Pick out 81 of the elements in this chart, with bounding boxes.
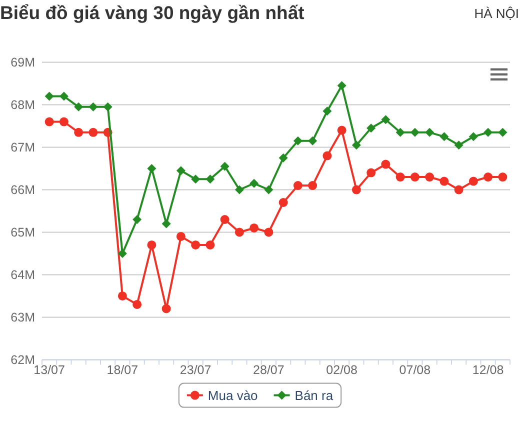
point — [132, 214, 142, 224]
point — [44, 92, 54, 101]
point — [366, 124, 376, 133]
point — [59, 117, 68, 126]
point — [366, 168, 376, 178]
point — [410, 172, 420, 182]
x-tick-label: 02/08 — [326, 363, 358, 377]
point — [352, 185, 361, 194]
point — [468, 132, 478, 142]
x-tick-label: 23/07 — [180, 363, 212, 377]
chart-subtitle: HÀ NỘI — [474, 6, 519, 21]
point — [322, 151, 332, 160]
legend-label: Mua vào — [208, 388, 258, 403]
y-tick-label: 65M — [10, 226, 35, 240]
point — [337, 126, 346, 135]
point — [293, 181, 302, 190]
point — [147, 164, 156, 174]
point — [176, 232, 186, 241]
y-tick-label: 66M — [10, 183, 35, 198]
x-tick-label: 07/08 — [399, 363, 431, 377]
point — [425, 128, 434, 137]
point — [264, 185, 274, 194]
point — [454, 140, 464, 150]
point — [206, 240, 215, 250]
point — [337, 81, 346, 90]
y-tick-label: 68M — [10, 98, 35, 112]
x-tick-label: 13/07 — [34, 363, 65, 377]
point — [234, 228, 244, 237]
point — [381, 160, 390, 169]
point — [484, 128, 493, 137]
point — [440, 132, 449, 142]
point — [396, 128, 405, 137]
point — [88, 128, 98, 137]
point — [206, 174, 215, 184]
point — [293, 136, 302, 146]
point — [440, 176, 449, 186]
point — [308, 181, 318, 190]
point — [59, 92, 68, 101]
point — [278, 153, 288, 162]
point — [132, 300, 142, 309]
point — [425, 172, 434, 182]
point — [191, 240, 200, 250]
point — [103, 102, 112, 112]
point — [74, 102, 84, 112]
x-tick-label: 12/08 — [472, 363, 504, 377]
y-tick-label: 67M — [10, 140, 35, 155]
point — [381, 115, 390, 124]
point — [250, 223, 259, 232]
x-tick-label: 18/07 — [106, 363, 138, 377]
y-tick-label: 63M — [10, 310, 35, 325]
point — [191, 174, 200, 184]
point — [396, 172, 405, 182]
y-tick-label: 64M — [10, 268, 35, 282]
y-tick-label: 62M — [10, 353, 35, 368]
point — [176, 166, 186, 176]
point — [162, 219, 171, 228]
point — [308, 136, 318, 146]
point — [74, 128, 84, 137]
point — [352, 140, 361, 150]
point — [484, 172, 493, 182]
point — [220, 214, 230, 224]
point — [118, 291, 127, 300]
point — [278, 198, 288, 208]
point — [498, 128, 508, 137]
chart-title: Biểu đồ giá vàng 30 ngày gần nhất — [0, 2, 304, 23]
point — [44, 117, 54, 126]
point — [162, 304, 171, 314]
point — [468, 176, 478, 186]
point — [220, 162, 230, 171]
point — [147, 240, 156, 250]
point — [454, 185, 464, 194]
point — [250, 178, 259, 188]
point — [498, 172, 508, 182]
legend-label: Bán ra — [294, 388, 334, 403]
point — [264, 228, 274, 237]
point — [322, 106, 332, 116]
x-tick-label: 28/07 — [253, 363, 284, 377]
point — [410, 128, 420, 137]
y-tick-label: 69M — [10, 56, 35, 70]
point — [234, 185, 244, 194]
point — [88, 102, 98, 112]
